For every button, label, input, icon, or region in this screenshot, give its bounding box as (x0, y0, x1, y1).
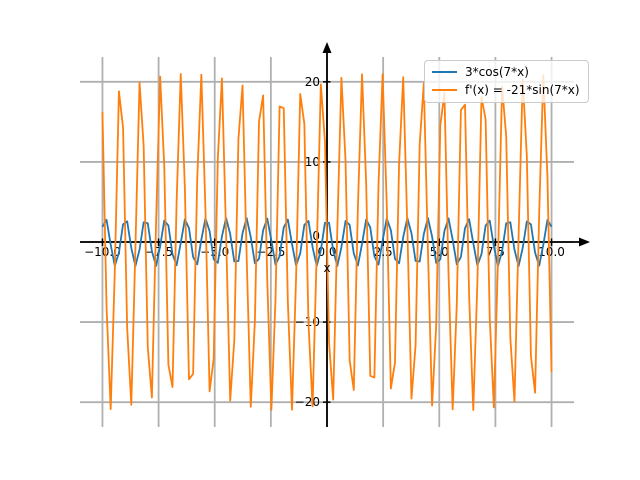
x-tick-label: 5.0 (430, 245, 449, 259)
y-tick-label: 10 (305, 155, 320, 169)
x-axis-title: x (323, 261, 331, 275)
y-axis-arrow (322, 42, 332, 53)
y-tick-label: 20 (305, 75, 320, 89)
y-tick-label: −20 (295, 395, 320, 409)
legend-box: 3*cos(7*x) f'(x) = -21*sin(7*x) (424, 60, 589, 103)
legend-entry-sin: f'(x) = -21*sin(7*x) (432, 83, 580, 97)
x-tick-label: −2.5 (256, 245, 285, 259)
x-tick-label: −5.0 (200, 245, 229, 259)
legend-entry-cos: 3*cos(7*x) (432, 65, 580, 79)
legend-label-sin: f'(x) = -21*sin(7*x) (465, 83, 580, 97)
legend-line-swatch-cos (432, 71, 457, 73)
y-tick-label: 0 (312, 229, 320, 243)
y-tick-label: −10 (295, 315, 320, 329)
series-line-1 (101, 73, 553, 411)
x-tick-label: 10.0 (538, 245, 565, 259)
x-axis-arrow (579, 237, 590, 247)
legend-line-swatch-sin (432, 89, 457, 91)
legend-label-cos: 3*cos(7*x) (465, 65, 529, 79)
